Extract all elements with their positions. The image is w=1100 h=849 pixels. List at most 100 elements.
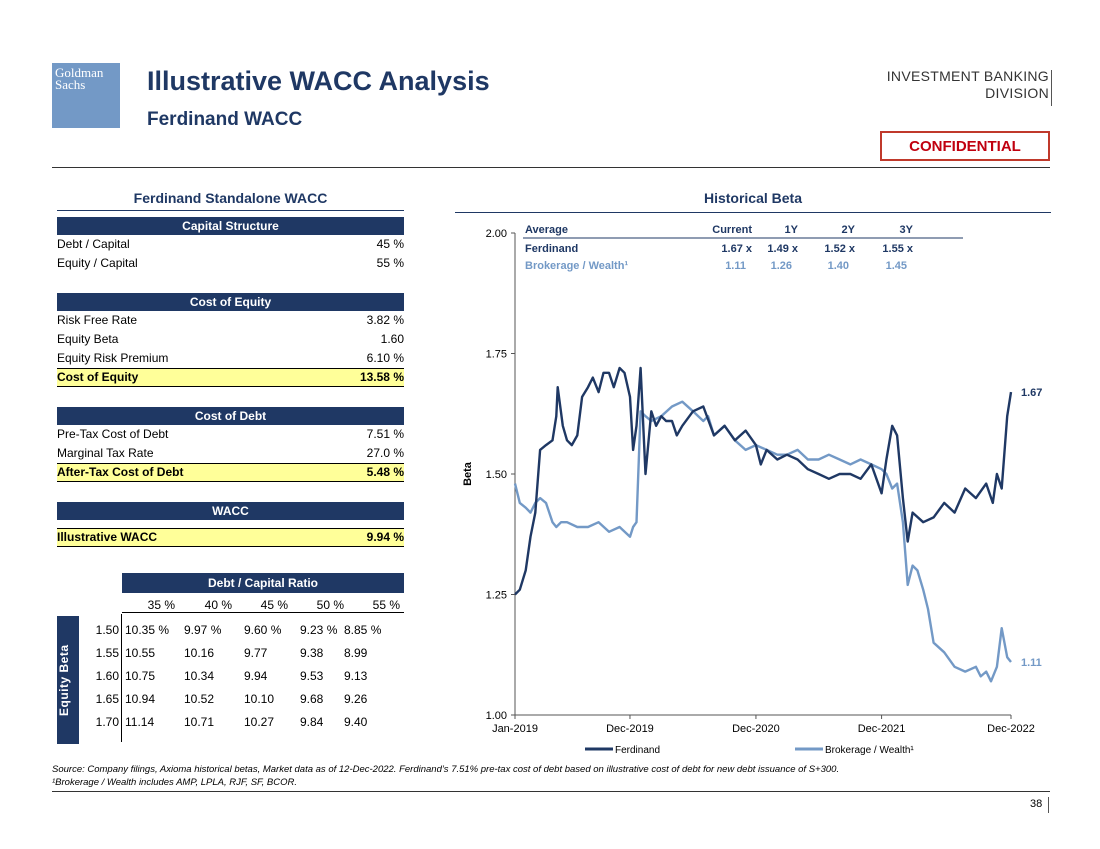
sens-wacc-value: 9.53 — [300, 669, 324, 683]
ferdinand-line — [514, 366, 1013, 596]
sens-wacc-value: 9.26 — [344, 692, 368, 706]
sens-col-header: 35 % — [147, 598, 175, 612]
after-tax-cost-of-debt-row: After-Tax Cost of Debt 5.48 % — [57, 463, 404, 482]
row-value: 7.51 % — [366, 427, 404, 441]
cost-of-equity-total-row: Cost of Equity 13.58 % — [57, 368, 404, 387]
row-label: Risk Free Rate — [57, 313, 138, 327]
cost-of-debt-block: Cost of Debt Pre-Tax Cost of Debt 7.51 % … — [57, 407, 404, 482]
sens-wacc-value: 9.13 — [344, 669, 368, 683]
sens-beta-value: 1.55 — [95, 646, 119, 660]
sens-wacc-value: 9.23 % — [300, 623, 338, 637]
sens-wacc-value: 8.85 % — [344, 623, 382, 637]
summary-value: 1.49 x — [767, 243, 798, 255]
row-label: Marginal Tax Rate — [57, 446, 154, 460]
x-tick-label: Jan-2019 — [492, 723, 538, 735]
sens-col-header: 45 % — [260, 598, 288, 612]
summary-header: 3Y — [900, 224, 914, 236]
risk-free-row: Risk Free Rate 3.82 % — [57, 311, 404, 330]
chart-legend: Ferdinand Brokerage / Wealth¹ — [585, 745, 914, 756]
beta-summary-table: Average Current 1Y 2Y 3Y Ferdinand 1.67 x 1.49 … — [523, 224, 963, 272]
summary-header: Current — [712, 224, 752, 236]
summary-header: Average — [525, 224, 568, 236]
equity-capital-row: Equity / Capital 55 % — [57, 254, 404, 273]
summary-header: 1Y — [785, 224, 799, 236]
sens-col-rule — [122, 612, 404, 613]
confidential-badge: CONFIDENTIAL — [880, 131, 1050, 161]
row-value: 1.60 — [380, 332, 404, 346]
logo-line2: Sachs — [55, 77, 86, 92]
row-label: Cost of Equity — [57, 370, 139, 384]
x-tick-label: Dec-2019 — [606, 723, 654, 735]
y-axis-label: Beta — [462, 461, 474, 486]
pretax-cost-of-debt-row: Pre-Tax Cost of Debt 7.51 % — [57, 425, 404, 444]
footnotes: Source: Company filings, Axioma historic… — [52, 763, 839, 789]
division-label: INVESTMENT BANKING DIVISION — [887, 68, 1049, 102]
row-label: After-Tax Cost of Debt — [57, 465, 184, 479]
row-label: Equity Risk Premium — [57, 351, 169, 365]
cost-of-debt-band: Cost of Debt — [57, 407, 404, 425]
summary-header: 2Y — [842, 224, 856, 236]
summary-value: 1.26 — [771, 260, 792, 272]
capital-structure-block: Capital Structure Debt / Capital 45 % Equ… — [57, 217, 404, 273]
equity-beta-row: Equity Beta 1.60 — [57, 330, 404, 349]
division-line2: DIVISION — [985, 85, 1049, 101]
sens-wacc-value: 9.94 — [244, 669, 268, 683]
wacc-band: WACC — [57, 502, 404, 520]
row-value: 13.58 % — [359, 370, 404, 384]
division-divider — [1051, 70, 1052, 106]
sens-wacc-value: 8.99 — [344, 646, 368, 660]
sens-col-header: 55 % — [372, 598, 400, 612]
row-value: 27.0 % — [366, 446, 404, 460]
chart-lines: 1.67 1.11 — [513, 366, 1042, 683]
row-label: Pre-Tax Cost of Debt — [57, 427, 169, 441]
summary-value: 1.40 — [828, 260, 849, 272]
sens-row-rule — [121, 614, 122, 742]
summary-value: 1.67 x — [721, 243, 752, 255]
x-tick-label: Dec-2021 — [858, 723, 906, 735]
legend-brokerage-label: Brokerage / Wealth¹ — [825, 745, 914, 756]
sens-wacc-value: 9.60 % — [244, 623, 282, 637]
row-value: 55 % — [376, 256, 404, 270]
row-label: Illustrative WACC — [57, 530, 158, 544]
y-tick-label: 1.75 — [486, 349, 507, 361]
sens-wacc-value: 9.97 % — [184, 623, 222, 637]
summary-row-name: Ferdinand — [525, 243, 578, 255]
logo-line1: Goldman — [55, 65, 104, 80]
sens-wacc-value: 9.68 — [300, 692, 324, 706]
sens-beta-value: 1.60 — [95, 669, 119, 683]
wacc-section-title: Ferdinand Standalone WACC — [133, 190, 328, 206]
marginal-tax-rate-row: Marginal Tax Rate 27.0 % — [57, 444, 404, 463]
sens-wacc-value: 9.40 — [344, 715, 368, 729]
goldman-sachs-logo: Goldman Sachs — [52, 63, 120, 128]
chart-axes: 1.00 1.25 1.50 1.75 2.00 Jan-2019 Dec-2019 Dec-… — [462, 228, 1035, 735]
ferdinand-end-label: 1.67 — [1021, 387, 1042, 399]
sensitivity-header: Debt / Capital Ratio — [122, 573, 404, 593]
source-note: Source: Company filings, Axioma historic… — [52, 764, 840, 775]
page-number-divider — [1048, 797, 1049, 813]
row-value: 3.82 % — [366, 313, 404, 327]
historical-beta-chart: 1.00 1.25 1.50 1.75 2.00 Jan-2019 Dec-2019 Dec-… — [462, 224, 1042, 756]
summary-value: 1.11 — [725, 260, 746, 272]
sens-wacc-value: 9.84 — [300, 715, 324, 729]
sens-wacc-value: 10.75 — [125, 669, 156, 683]
sens-col-header: 40 % — [204, 598, 232, 612]
cost-of-equity-block: Cost of Equity Risk Free Rate 3.82 % Equi… — [57, 293, 404, 387]
row-value: 6.10 % — [366, 351, 404, 365]
row-value: 45 % — [376, 237, 404, 251]
sens-wacc-value: 10.27 — [244, 715, 275, 729]
chart-title: Historical Beta — [703, 190, 803, 206]
cost-of-equity-band: Cost of Equity — [57, 293, 404, 311]
sens-wacc-value: 10.34 — [184, 669, 215, 683]
illustrative-wacc-row: Illustrative WACC 9.94 % — [57, 528, 404, 547]
sens-wacc-value: 10.52 — [184, 692, 215, 706]
y-tick-label: 1.00 — [486, 710, 507, 722]
equity-beta-side-label: Equity Beta — [57, 616, 79, 744]
sens-wacc-value: 10.55 — [125, 646, 156, 660]
y-tick-label: 1.50 — [486, 469, 507, 481]
summary-row-name: Brokerage / Wealth¹ — [525, 260, 628, 272]
page-number: 38 — [1030, 798, 1043, 810]
header-rule — [52, 167, 1050, 168]
sens-wacc-value: 9.38 — [300, 646, 324, 660]
sens-wacc-value: 10.16 — [184, 646, 215, 660]
chart-title-rule — [455, 212, 1051, 213]
